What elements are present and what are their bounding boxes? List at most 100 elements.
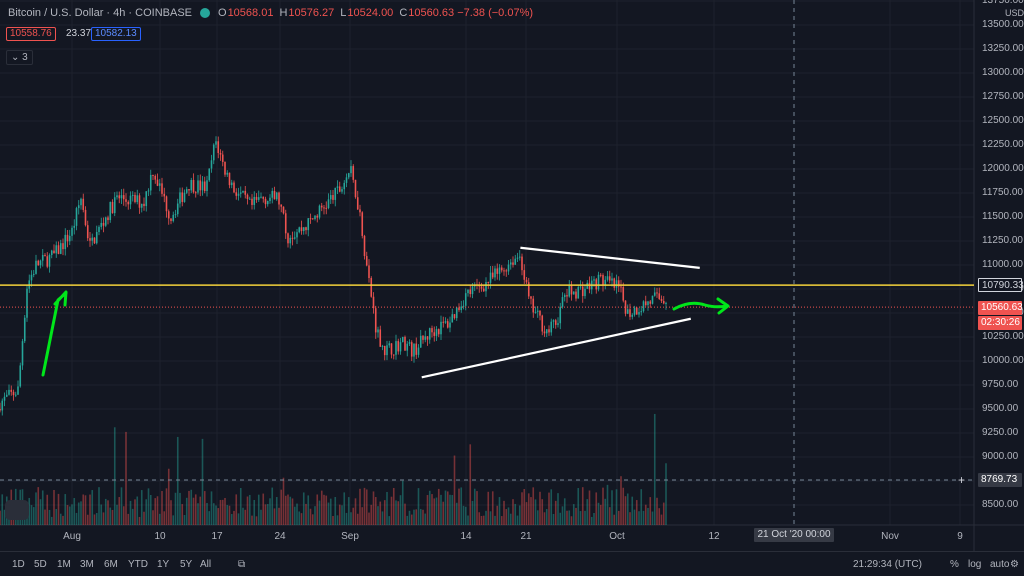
percent-scale-toggle[interactable]: % [950, 559, 959, 570]
volume-bar [523, 489, 526, 525]
volume-bar [91, 490, 94, 525]
candle-body [314, 215, 316, 220]
candle-body [37, 260, 40, 266]
volume-bar [404, 503, 406, 525]
candle-body [120, 195, 123, 199]
candle-body [584, 288, 586, 297]
crosshair-plus-icon[interactable]: + [958, 473, 966, 487]
candle-body [620, 286, 622, 288]
volume-bar [122, 506, 125, 525]
range-button-5y[interactable]: 5Y [180, 559, 193, 570]
candle-body [444, 321, 447, 323]
volume-bar [509, 513, 512, 525]
volume-bar [300, 513, 303, 525]
candle-body [458, 307, 460, 311]
date-range-calendar-icon[interactable]: ⧉ [238, 559, 246, 570]
volume-bar [518, 505, 521, 525]
candle-body [287, 233, 289, 244]
buy-price-button[interactable]: 10582.13 [91, 27, 141, 41]
volume-bar [320, 490, 323, 525]
volume-bar [323, 494, 325, 525]
volume-bar [604, 498, 607, 525]
range-button-1d[interactable]: 1D [12, 559, 25, 570]
volume-bar [442, 501, 445, 525]
candle-body [129, 195, 132, 205]
candle-body [370, 278, 373, 297]
time-tick-label: 10 [154, 531, 166, 542]
volume-bar [248, 494, 251, 525]
indicators-toggle[interactable]: ⌄ 3 [6, 50, 33, 65]
volume-bar [489, 511, 492, 525]
candle-body [388, 343, 391, 346]
candle-body [62, 243, 64, 250]
price-chart[interactable] [0, 0, 1024, 551]
range-button-5d[interactable]: 5D [34, 559, 47, 570]
candle-body [266, 201, 269, 205]
candle-body [431, 328, 433, 333]
volume-bar [138, 516, 141, 525]
range-button-ytd[interactable]: YTD [128, 559, 148, 570]
candle-body [210, 160, 213, 169]
log-scale-toggle[interactable]: log [968, 559, 982, 570]
volume-bar [50, 516, 53, 525]
volume-bar [507, 507, 510, 525]
candle-body [3, 396, 6, 401]
volume-bar [190, 489, 193, 525]
candle-body [469, 289, 472, 295]
volume-bar [597, 502, 600, 525]
volume-bar [359, 488, 361, 525]
candle-body [230, 182, 233, 186]
sell-price-button[interactable]: 10558.76 [6, 27, 56, 41]
range-button-1y[interactable]: 1Y [157, 559, 170, 570]
range-button-1m[interactable]: 1M [57, 559, 71, 570]
settings-gear-icon[interactable]: ⚙ [1010, 559, 1019, 570]
volume-bar [176, 436, 179, 525]
candle-body [296, 232, 298, 238]
candle-body [77, 205, 80, 209]
candle-body [599, 274, 602, 276]
candle-body [408, 342, 411, 344]
spread-value: 23.37 [66, 28, 92, 39]
volume-bar [235, 494, 238, 525]
volume-bar [496, 505, 499, 525]
candle-body [332, 195, 334, 200]
candle-body [597, 274, 600, 290]
range-button-all[interactable]: All [200, 559, 212, 570]
tradingview-logo-icon[interactable] [5, 500, 29, 520]
volume-bar [134, 499, 136, 525]
volume-bar [246, 496, 249, 525]
volume-bar [656, 497, 658, 525]
candle-body [323, 207, 325, 209]
volume-bar [422, 509, 424, 525]
ohlc-close-value: 10560.63 −7.38 (−0.07%) [408, 7, 534, 19]
volume-bar [392, 487, 395, 525]
candle-body [203, 181, 206, 192]
candle-body [19, 365, 22, 387]
volume-bar [46, 494, 49, 525]
volume-bar [262, 493, 265, 525]
candle-body [624, 300, 627, 314]
volume-bar [66, 505, 69, 525]
candle-body [284, 213, 287, 234]
candle-body [494, 268, 496, 278]
candle-body [604, 279, 607, 286]
utc-clock[interactable]: 21:29:34 (UTC) [853, 559, 922, 570]
volume-bar [140, 490, 143, 525]
volume-bar [181, 504, 184, 525]
volume-bar [100, 504, 103, 525]
volume-bar [113, 427, 116, 525]
candle-body [275, 192, 278, 200]
candle-body [221, 154, 224, 162]
candle-body [248, 198, 251, 200]
candle-body [545, 329, 548, 334]
candle-body [485, 281, 487, 292]
candle-body [271, 190, 274, 198]
symbol-title[interactable]: Bitcoin / U.S. Dollar · 4h · COINBASE [8, 7, 192, 19]
volume-bar [167, 468, 170, 525]
range-button-6m[interactable]: 6M [104, 559, 118, 570]
volume-bar [165, 488, 168, 525]
candle-body [415, 343, 418, 355]
range-button-3m[interactable]: 3M [80, 559, 94, 570]
auto-scale-toggle[interactable]: auto [990, 559, 1010, 570]
candle-body [530, 296, 532, 299]
